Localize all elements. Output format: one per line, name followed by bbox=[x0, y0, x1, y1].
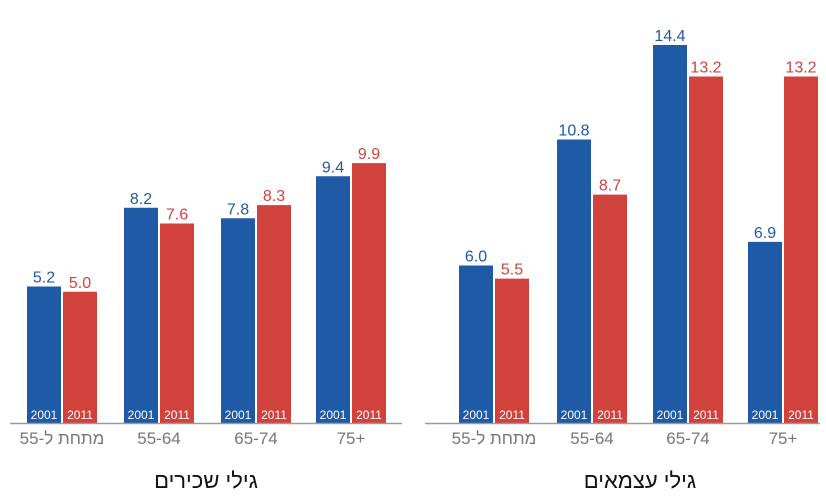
data-label: 7.6 bbox=[166, 207, 188, 224]
bar-employees-2011-2 bbox=[257, 205, 291, 423]
series-year-label: 2011 bbox=[693, 408, 719, 422]
category-label: 65-74 bbox=[666, 429, 709, 448]
category-label: 65-74 bbox=[234, 429, 277, 448]
data-label: 7.8 bbox=[227, 201, 249, 218]
series-year-label: 2001 bbox=[463, 408, 490, 422]
series-year-label: 2011 bbox=[356, 408, 382, 422]
data-label: 13.2 bbox=[785, 60, 816, 77]
series-year-label: 2001 bbox=[128, 408, 155, 422]
bar-selfemployed-2011-3 bbox=[784, 76, 818, 423]
data-label: 5.0 bbox=[69, 275, 91, 292]
bar-selfemployed-2011-1 bbox=[593, 194, 627, 423]
series-year-label: 2011 bbox=[499, 408, 525, 422]
series-year-label: 2001 bbox=[31, 408, 58, 422]
data-label: 10.8 bbox=[558, 123, 589, 140]
series-year-label: 2011 bbox=[164, 408, 190, 422]
bar-selfemployed-2001-3 bbox=[748, 241, 782, 423]
category-label: מתחת ל-55 bbox=[452, 429, 537, 448]
data-label: 8.2 bbox=[130, 191, 152, 208]
series-year-label: 2001 bbox=[752, 408, 779, 422]
series-year-label: 2001 bbox=[320, 408, 347, 422]
bar-employees-2001-1 bbox=[124, 207, 158, 423]
bar-employees-2001-2 bbox=[221, 218, 255, 423]
category-label: 75+ bbox=[337, 429, 366, 448]
category-label: 75+ bbox=[769, 429, 798, 448]
data-label: 13.2 bbox=[690, 60, 721, 77]
data-label: 5.5 bbox=[501, 262, 523, 279]
bar-selfemployed-2011-2 bbox=[689, 76, 723, 423]
data-label: 6.9 bbox=[754, 225, 776, 242]
bar-selfemployed-2001-2 bbox=[653, 45, 687, 423]
bar-employees-2001-0 bbox=[27, 286, 61, 423]
data-label: 14.4 bbox=[654, 28, 685, 45]
series-year-label: 2011 bbox=[597, 408, 623, 422]
series-year-label: 2001 bbox=[561, 408, 588, 422]
chart-title: גילי עצמאים bbox=[584, 468, 696, 493]
data-label: 6.0 bbox=[465, 249, 487, 266]
category-label: מתחת ל-55 bbox=[20, 429, 105, 448]
bar-employees-2011-3 bbox=[352, 163, 386, 423]
bar-selfemployed-2001-1 bbox=[557, 139, 591, 423]
bar-employees-2011-1 bbox=[160, 223, 194, 423]
chart-title: גילי שכירים bbox=[154, 468, 258, 493]
category-label: 55-64 bbox=[570, 429, 613, 448]
bar-employees-2011-0 bbox=[63, 291, 97, 423]
bar-employees-2001-3 bbox=[316, 176, 350, 423]
data-label: 5.2 bbox=[33, 270, 55, 287]
bar-selfemployed-2001-0 bbox=[459, 265, 493, 423]
data-label: 8.7 bbox=[599, 178, 621, 195]
series-year-label: 2011 bbox=[788, 408, 814, 422]
series-year-label: 2011 bbox=[261, 408, 287, 422]
series-year-label: 2001 bbox=[225, 408, 252, 422]
bar-selfemployed-2011-0 bbox=[495, 278, 529, 423]
series-year-label: 2001 bbox=[657, 408, 684, 422]
data-label: 9.4 bbox=[322, 159, 344, 176]
series-year-label: 2011 bbox=[67, 408, 93, 422]
data-label: 9.9 bbox=[358, 146, 380, 163]
data-label: 8.3 bbox=[263, 188, 285, 205]
category-label: 55-64 bbox=[137, 429, 180, 448]
